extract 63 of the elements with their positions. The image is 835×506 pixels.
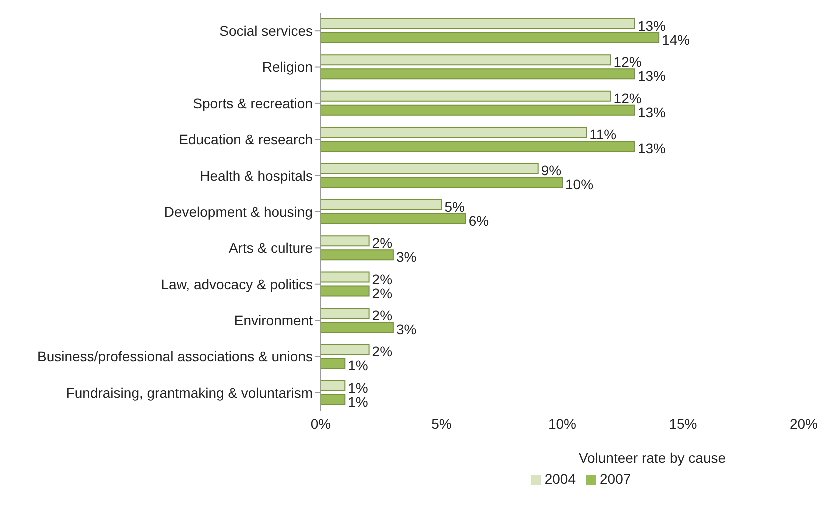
bar [321, 308, 370, 319]
data-label: 14% [662, 32, 690, 48]
data-label: 13% [638, 18, 666, 34]
y-tick-label: Law, advocacy & politics [161, 276, 313, 292]
bar [321, 272, 370, 283]
data-label: 13% [638, 68, 666, 84]
bar [321, 236, 370, 247]
y-tick-label: Business/professional associations & unions [38, 348, 313, 365]
bar [321, 213, 466, 224]
y-tick-label: Arts & culture [228, 240, 314, 256]
y-tick-label: Social services [220, 23, 313, 40]
legend-label: 2004 [544, 471, 576, 487]
bar [321, 18, 636, 30]
data-label: 2% [372, 235, 393, 252]
data-label: 12% [614, 54, 642, 70]
data-label: 2% [372, 285, 393, 302]
data-label: 10% [566, 176, 594, 193]
bar [321, 344, 370, 356]
y-tick-label: Education & research [179, 132, 313, 148]
y-tick-label: Sports & recreation [193, 95, 313, 112]
bar [321, 394, 346, 406]
bar [321, 358, 346, 370]
bar [321, 90, 612, 102]
y-tick-label: Health & hospitals [200, 168, 313, 184]
legend-label: 2007 [600, 471, 632, 487]
x-tick-label: 5% [432, 416, 452, 432]
data-label: 13% [638, 104, 666, 120]
bar [321, 380, 346, 392]
data-label: 3% [396, 249, 417, 266]
y-tick-label: Fundraising, grantmaking & voluntarism [66, 384, 313, 401]
bar [321, 32, 660, 44]
data-label: 1% [348, 394, 368, 410]
bar [321, 163, 539, 174]
data-label: 11% [590, 126, 617, 143]
data-label: 12% [614, 90, 642, 106]
bar [321, 141, 636, 152]
data-label: 9% [541, 162, 562, 179]
bar [321, 104, 636, 116]
bar [321, 68, 636, 80]
bar [321, 322, 394, 333]
x-tick-label: 20% [790, 416, 818, 432]
bar [321, 177, 563, 188]
bar [321, 250, 394, 261]
bar [321, 286, 370, 297]
data-label: 2% [372, 271, 393, 288]
data-label: 6% [468, 212, 490, 229]
data-label: 1% [348, 358, 368, 374]
x-tick-label: 0% [310, 416, 332, 432]
y-tick-label: Religion [262, 59, 313, 76]
data-label: 2% [372, 307, 393, 324]
data-label: 13% [638, 140, 666, 157]
x-axis-title: Volunteer rate by cause [578, 450, 726, 466]
bar [321, 199, 442, 210]
bar [321, 54, 612, 66]
data-label: 3% [396, 321, 417, 338]
x-tick-label: 10% [548, 416, 577, 432]
x-tick-label: 15% [669, 416, 698, 432]
data-label: 1% [348, 380, 368, 396]
data-label: 2% [372, 344, 393, 360]
bar [321, 127, 588, 138]
y-tick-label: Development & housing [164, 204, 313, 220]
data-label: 5% [444, 198, 465, 215]
y-tick-label: Environment [234, 312, 314, 329]
